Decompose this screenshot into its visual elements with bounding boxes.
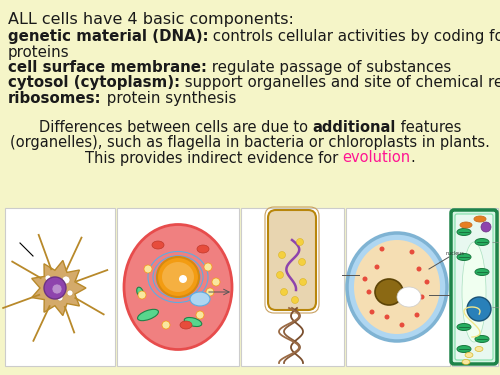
FancyBboxPatch shape <box>268 210 316 310</box>
Ellipse shape <box>462 360 470 364</box>
Bar <box>452 208 498 366</box>
Ellipse shape <box>475 336 489 342</box>
Text: regulate passage of substances: regulate passage of substances <box>207 60 451 75</box>
Circle shape <box>298 258 306 266</box>
Text: .: . <box>410 150 416 165</box>
Circle shape <box>44 277 66 299</box>
Text: (organelles), such as flagella in bacteria or chloroplasts in plants.: (organelles), such as flagella in bacter… <box>10 135 490 150</box>
Ellipse shape <box>354 240 440 334</box>
Ellipse shape <box>138 309 158 321</box>
Text: proteins: proteins <box>8 45 70 60</box>
Ellipse shape <box>457 324 471 330</box>
Ellipse shape <box>397 287 421 307</box>
FancyBboxPatch shape <box>455 214 493 360</box>
Ellipse shape <box>475 346 483 351</box>
Circle shape <box>57 295 63 301</box>
Ellipse shape <box>460 222 472 228</box>
Ellipse shape <box>474 216 486 222</box>
Ellipse shape <box>152 241 164 249</box>
Ellipse shape <box>462 242 486 342</box>
Text: evolution: evolution <box>342 150 410 165</box>
Text: controls cellular activities by coding for: controls cellular activities by coding f… <box>208 29 500 44</box>
Bar <box>241 208 344 366</box>
Circle shape <box>204 263 212 271</box>
Ellipse shape <box>162 262 194 292</box>
Ellipse shape <box>197 245 209 253</box>
Ellipse shape <box>375 279 403 305</box>
Circle shape <box>47 290 53 296</box>
Text: ALL cells have 4 basic components:: ALL cells have 4 basic components: <box>8 12 294 27</box>
Bar <box>346 208 450 366</box>
Circle shape <box>420 294 424 300</box>
Text: features: features <box>396 120 461 135</box>
Ellipse shape <box>157 257 199 297</box>
Circle shape <box>45 275 51 281</box>
Circle shape <box>424 279 430 285</box>
Text: ribosomes:: ribosomes: <box>8 91 102 106</box>
Bar <box>117 208 239 366</box>
Circle shape <box>206 288 214 296</box>
Ellipse shape <box>180 321 192 329</box>
Text: cytosol (cytoplasm):: cytosol (cytoplasm): <box>8 75 180 90</box>
Text: support organelles and site of chemical reactions: support organelles and site of chemical … <box>180 75 500 90</box>
Circle shape <box>374 264 380 270</box>
Ellipse shape <box>457 345 471 352</box>
Circle shape <box>276 272 283 279</box>
Circle shape <box>481 222 491 232</box>
Circle shape <box>278 252 285 258</box>
Circle shape <box>416 267 422 272</box>
Circle shape <box>162 321 170 329</box>
Circle shape <box>400 322 404 327</box>
Bar <box>5 208 115 366</box>
Text: protein synthesis: protein synthesis <box>102 91 236 106</box>
Circle shape <box>300 279 306 285</box>
Ellipse shape <box>465 352 473 357</box>
Circle shape <box>212 278 220 286</box>
Ellipse shape <box>457 254 471 261</box>
Circle shape <box>366 290 372 294</box>
Text: cell surface membrane:: cell surface membrane: <box>8 60 207 75</box>
Text: nucleus: nucleus <box>445 251 464 256</box>
Ellipse shape <box>475 268 489 276</box>
Circle shape <box>370 309 374 315</box>
Ellipse shape <box>136 287 143 297</box>
Circle shape <box>380 246 384 252</box>
Circle shape <box>67 290 73 296</box>
Circle shape <box>467 297 491 321</box>
Circle shape <box>196 311 204 319</box>
Circle shape <box>362 276 368 282</box>
Text: Differences between cells are due to: Differences between cells are due to <box>39 120 312 135</box>
Text: additional: additional <box>312 120 396 135</box>
Circle shape <box>292 297 298 303</box>
Ellipse shape <box>190 292 210 306</box>
Circle shape <box>280 288 287 296</box>
Ellipse shape <box>347 233 447 341</box>
Text: genetic material (DNA):: genetic material (DNA): <box>8 29 208 44</box>
Ellipse shape <box>475 238 489 246</box>
Text: This provides indirect evidence for: This provides indirect evidence for <box>84 150 342 165</box>
Circle shape <box>138 291 146 299</box>
Circle shape <box>62 276 70 284</box>
Circle shape <box>296 238 304 246</box>
Circle shape <box>144 265 152 273</box>
Circle shape <box>410 249 414 255</box>
Ellipse shape <box>124 225 232 350</box>
Ellipse shape <box>184 318 202 327</box>
Circle shape <box>414 312 420 318</box>
Polygon shape <box>32 260 86 316</box>
Circle shape <box>179 275 187 283</box>
Circle shape <box>52 284 62 294</box>
Circle shape <box>384 315 390 320</box>
FancyBboxPatch shape <box>451 210 497 364</box>
Ellipse shape <box>457 228 471 236</box>
